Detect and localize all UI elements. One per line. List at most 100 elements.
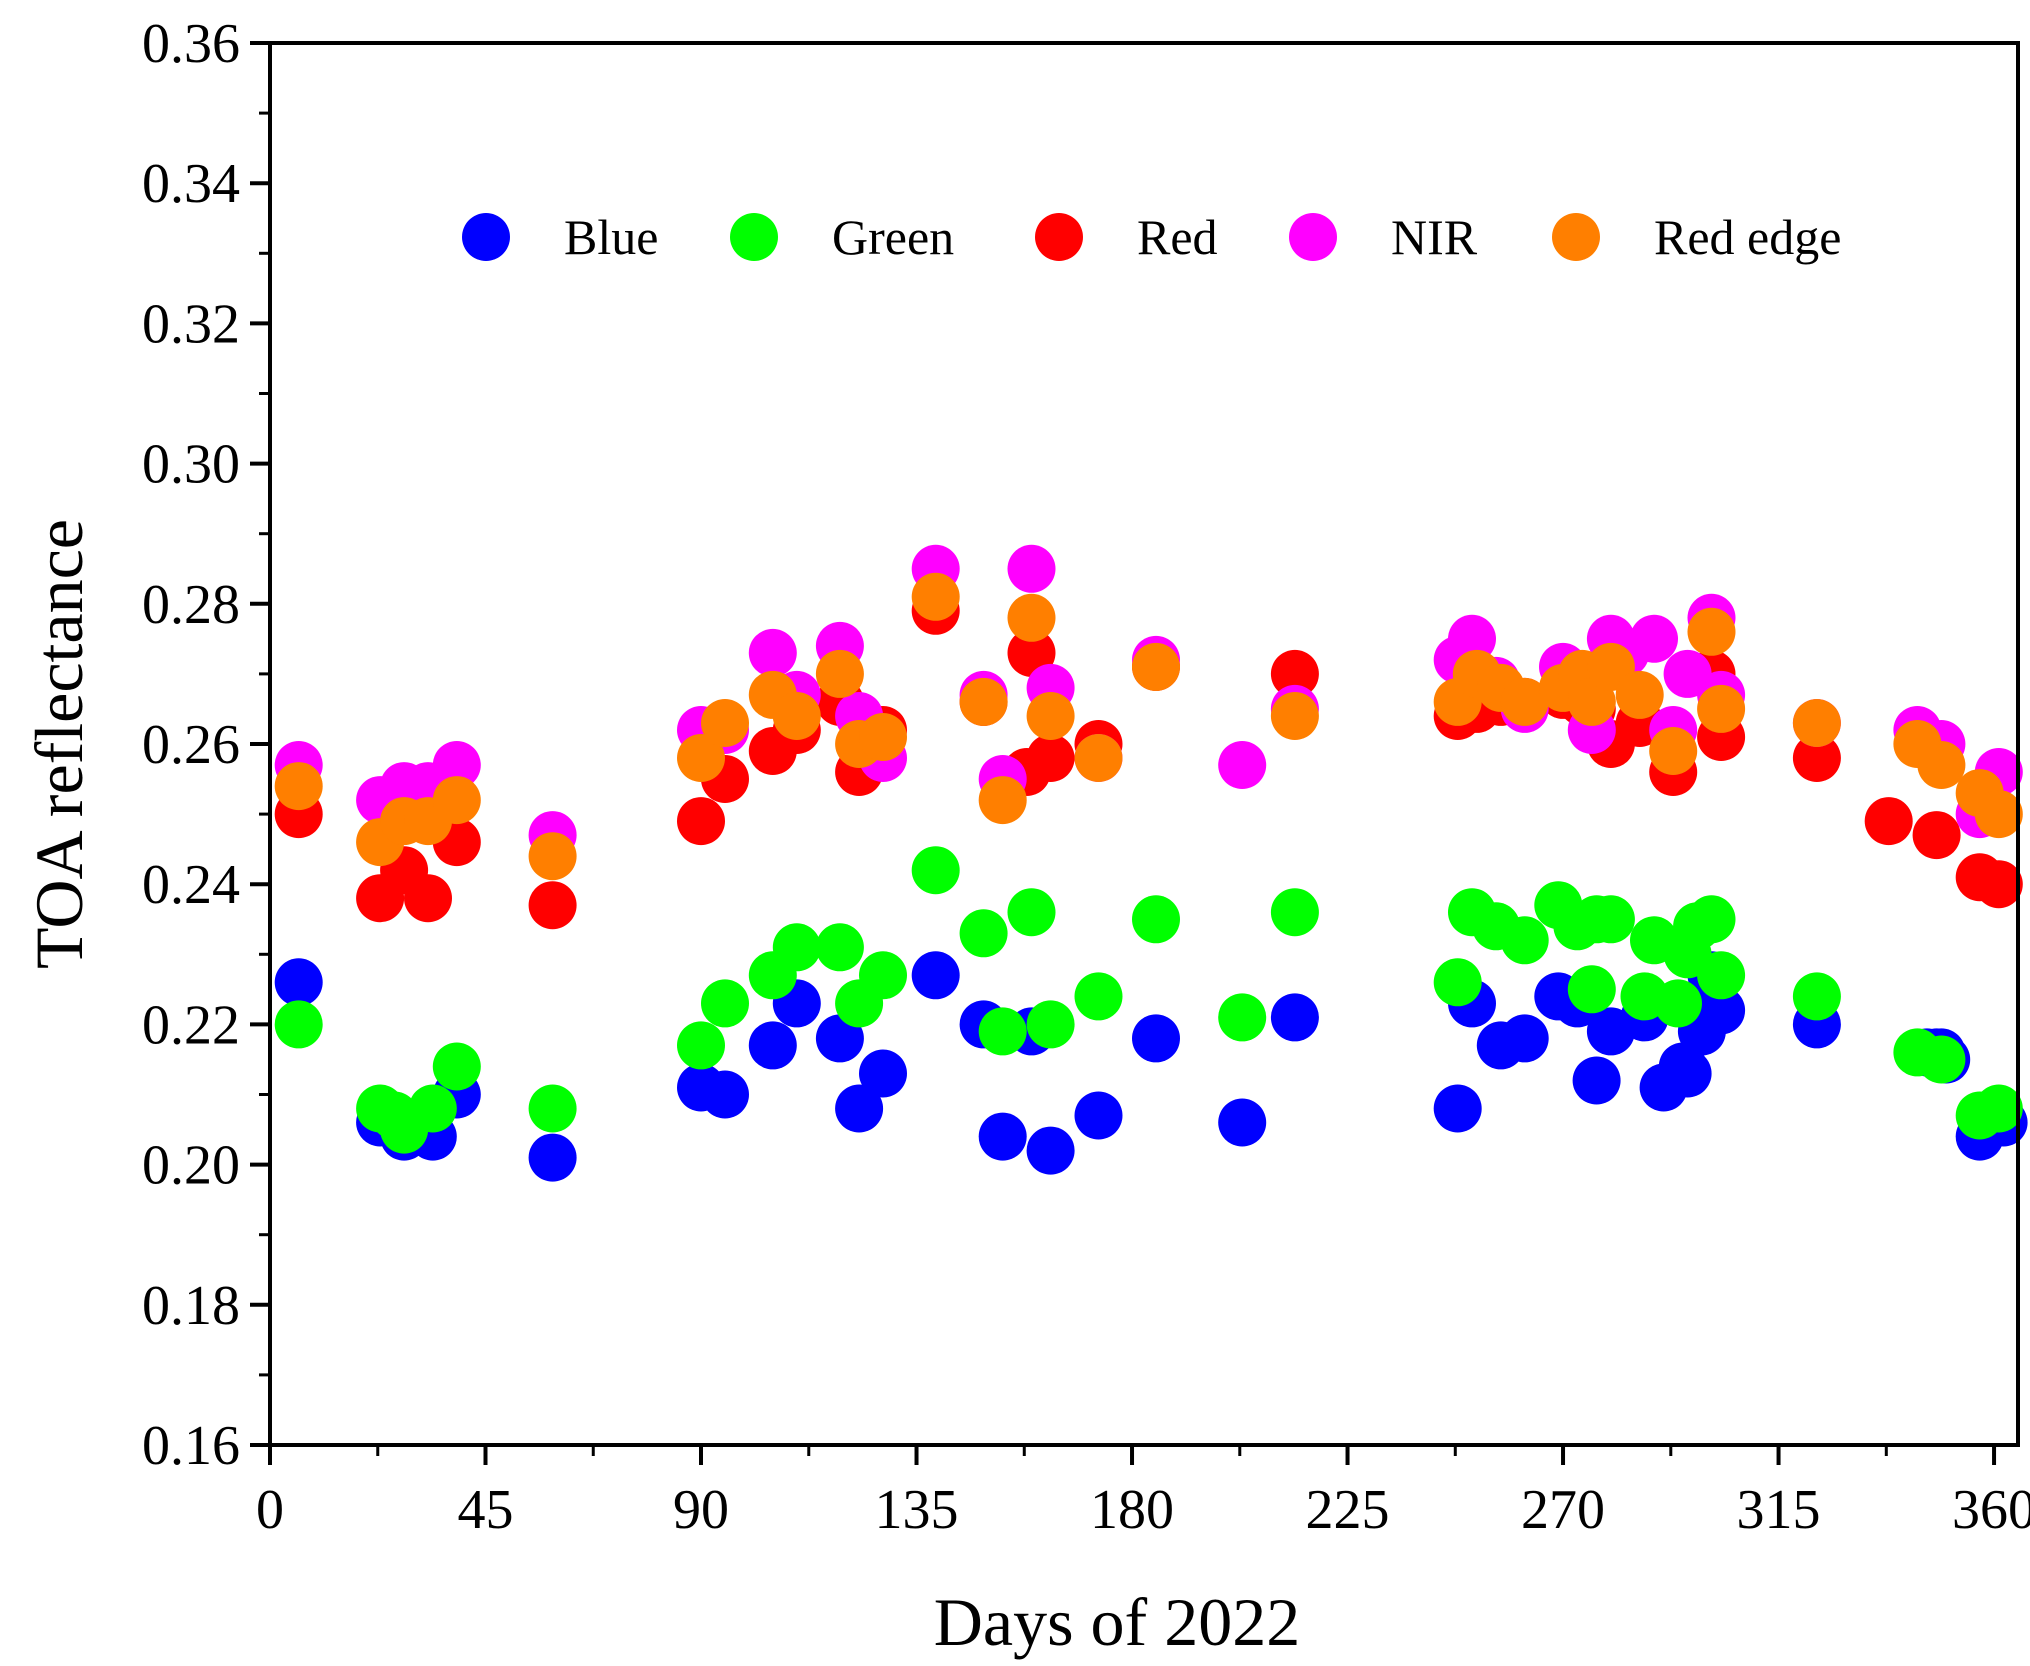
legend-marker-green [730,213,778,261]
data-point-green [859,951,907,1000]
data-point-red-edge [274,762,323,811]
data-point-green [1697,951,1746,1000]
data-point-blue [1270,993,1319,1042]
data-point-red [1912,811,1961,860]
data-point-red-edge [1792,699,1841,747]
data-point-red-edge [1132,642,1180,691]
data-point-blue [1074,1091,1123,1140]
data-point-green [1792,972,1841,1021]
data-point-green [274,1000,323,1049]
data-point-blue [978,1112,1027,1161]
y-tick-label: 0.18 [142,1275,240,1337]
legend-label-green: Green [832,209,954,265]
data-point-blue [1026,1126,1075,1175]
data-point-blue [748,1021,797,1070]
y-tick-label: 0.26 [142,714,240,776]
data-point-red-edge [1649,727,1698,775]
data-point-green [815,923,864,972]
data-point-red [404,874,452,923]
data-point-red-edge [432,776,481,825]
data-point-blue [1663,1049,1712,1098]
legend-label-red-edge: Red edge [1654,209,1841,265]
legend-marker-red [1035,213,1083,261]
legend-marker-blue [462,213,510,261]
legend-label-nir: NIR [1391,209,1478,265]
data-point-red-edge [1687,607,1736,656]
data-point-red [1270,649,1319,698]
y-tick-label: 0.20 [142,1135,240,1197]
data-point-red-edge [978,776,1027,825]
y-tick-label: 0.32 [142,293,240,355]
data-point-nir [1007,544,1056,593]
data-point-red-edge [1974,790,2023,839]
y-axis-title: TOA reflectance [21,519,97,969]
data-point-green [408,1084,457,1133]
data-point-green [959,909,1008,958]
data-point-red [1864,797,1913,846]
legend: Blue Green Red NIR Red edge [462,209,1841,265]
data-point-blue [274,958,323,1007]
data-point-nir [1448,614,1496,663]
data-point-red-edge [859,713,907,761]
data-point-blue [701,1070,749,1119]
x-tick-label: 45 [458,1479,514,1541]
data-point-blue [1132,1014,1180,1063]
data-point-red-edge [1270,692,1319,740]
data-point-red-edge [701,699,749,747]
data-point-green [911,846,960,895]
y-tick-label: 0.34 [142,153,240,215]
data-point-green [1687,895,1736,944]
y-axis: 0.16 0.18 0.20 0.22 0.24 0.26 0.28 0.30 0.32 0.34… [142,13,270,1477]
data-point-blue [815,1014,864,1063]
data-point-blue [911,951,960,1000]
y-tick-label: 0.24 [142,854,240,916]
y-tick-label: 0.28 [142,574,240,636]
data-point-green [1917,1035,1966,1084]
data-point-blue [859,1049,907,1098]
data-point-green [1218,993,1267,1042]
data-point-red-edge [1697,684,1746,733]
y-tick-label: 0.30 [142,434,240,496]
data-point-nir [1630,614,1678,663]
data-point-green [1500,916,1549,965]
data-point-red-edge [772,692,821,740]
data-point-green [1270,888,1319,937]
data-point-red [677,797,725,846]
legend-marker-red-edge [1552,213,1600,261]
data-point-red [1792,734,1841,782]
data-point-green [1586,895,1635,944]
data-point-red-edge [1026,692,1075,740]
data-point-red-edge [959,677,1008,726]
data-point-red-edge [1615,670,1664,719]
data-point-red-edge [911,572,960,621]
y-tick-label: 0.16 [142,1415,240,1477]
x-axis-title: Days of 2022 [934,1584,1300,1660]
x-tick-label: 180 [1090,1479,1174,1541]
data-point-red-edge [528,832,577,881]
x-tick-label: 270 [1521,1479,1605,1541]
data-point-red-edge [1500,677,1549,726]
x-tick-label: 360 [1952,1479,2030,1541]
data-point-green [1074,972,1123,1021]
data-point-blue [1500,1014,1549,1063]
data-point-red-edge [1074,734,1123,782]
data-point-red [1007,628,1056,677]
data-point-blue [528,1133,577,1182]
data-point-red-edge [1567,677,1616,726]
data-points [274,544,2028,1182]
data-point-blue [1572,1056,1621,1105]
x-axis: 0 45 90 135 180 225 270 315 360 [256,1445,2030,1541]
x-tick-label: 90 [673,1479,729,1541]
data-point-green [1567,965,1616,1014]
x-tick-label: 315 [1737,1479,1821,1541]
data-point-red-edge [1917,741,1966,789]
data-point-green [528,1084,577,1133]
legend-label-blue: Blue [564,209,658,265]
data-point-red-edge [1007,593,1056,642]
data-point-red [1974,860,2023,909]
data-point-green [772,923,821,972]
data-point-green [1974,1084,2023,1133]
data-point-blue [1218,1098,1267,1147]
data-point-red [1026,734,1075,782]
